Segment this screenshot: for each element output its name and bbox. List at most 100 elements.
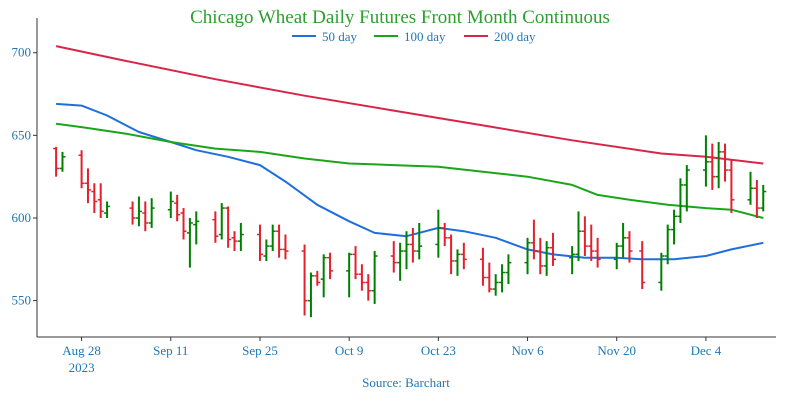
ohlc-bar [550,232,557,266]
ohlc-bar [435,209,442,258]
legend-label-50-day: 50 day [322,29,358,44]
ohlc-bar [639,241,646,290]
ohlc-bar [677,178,684,223]
ohlc-bar [78,150,85,189]
x-tick-label-2023-09-25: Sep 25 [242,343,278,358]
ohlc-bar [142,201,149,232]
ohlc-bar [174,194,181,222]
ohlc-bar [269,224,276,252]
ohlc-bar [575,211,582,261]
ohlc-bar [620,222,627,258]
ohlc-bar [409,227,416,263]
legend-item-50-day: 50 day [292,29,358,44]
ohlc-bar [358,264,365,291]
source-note: Source: Barchart [362,375,450,390]
x-tick-label-2023-11-20: Nov 20 [597,343,636,358]
ohlc-bar [715,141,722,189]
y-tick-label-600: 600 [12,210,32,225]
ohlc-bar [530,219,537,260]
ohlc-bar [722,143,729,182]
ohlc-bar [97,183,104,218]
ohlc-bar [307,272,314,318]
legend: 50 day 100 day 200 day [292,29,536,44]
ohlc-bar [581,216,588,257]
legend-label-200-day: 200 day [494,29,536,44]
ohlc-bar [753,179,760,218]
ma-line-200-day [55,45,764,165]
x-tick-label-2023-11-06: Nov 6 [511,343,544,358]
ohlc-bar [167,191,174,218]
ohlc-bar [371,251,378,304]
ohlc-bar [416,222,423,260]
ohlc-bar [454,249,461,276]
x-tick-label-2023-10-09: Oct 9 [335,343,364,358]
ohlc-bar [59,151,66,172]
ohlc-bar [702,135,709,187]
ohlc-bar [588,224,595,261]
ohlc-bar [492,274,499,296]
ohlc-bar [352,246,359,280]
ohlc-bar [403,231,410,270]
ohlc-bar [683,165,690,212]
ohlc-bar [193,211,200,245]
x-tick-sublabel-2023-08-28: 2023 [69,360,95,375]
ohlc-bar [84,168,91,204]
ohlc-bar [301,244,308,316]
ohlc-bar [186,217,193,268]
ma-line-100-day [55,122,764,219]
ohlc-bar [256,224,263,261]
ohlc-bar [282,234,289,260]
ohlc-bar [91,183,98,214]
ohlc-bar [613,242,620,270]
x-axis: Aug 28 2023 Sep 11 Sep 25 Oct 9 Oct 23 Nov 6 No… [37,336,776,375]
ohlc-bar [135,196,142,227]
y-tick-label-700: 700 [12,45,32,60]
ohlc-bar [129,201,136,225]
x-tick-label-2023-10-23: Oct 23 [421,343,456,358]
ohlc-bar [390,241,397,273]
ohlc-bar [397,242,404,281]
ohlc-bars [53,135,767,318]
chart-title: Chicago Wheat Daily Futures Front Month … [190,7,610,28]
ohlc-bar [499,264,506,293]
y-axis: 550 600 650 700 [12,18,38,337]
legend-item-200-day: 200 day [464,29,536,44]
ohlc-bar [728,160,735,214]
ohlc-bar [320,254,327,298]
ohlc-bar [365,274,372,301]
ohlc-bar [479,247,486,286]
ohlc-bar [709,143,716,190]
ohlc-bar [747,171,754,205]
ohlc-bar [225,206,232,248]
ohlc-bar [218,203,225,240]
ma-line-50-day [56,102,764,261]
ohlc-bar [327,252,334,280]
ohlc-bar [594,237,601,268]
ohlc-bar [346,252,353,298]
ohlc-bar [486,262,493,293]
x-tick-label-2023-08-28: Aug 28 [62,343,101,358]
y-tick-label-650: 650 [12,127,32,142]
x-tick-label-2023-09-11: Sep 11 [153,343,188,358]
ohlc-bar [148,198,155,228]
ohlc-bar [212,211,219,243]
legend-label-100-day: 100 day [404,29,446,44]
ohlc-bar [543,241,550,276]
ohlc-bar [53,146,60,177]
ohlc-bar [524,237,531,275]
moving-average-lines [55,45,764,261]
ohlc-bar [441,222,448,247]
ohlc-bar [448,234,455,275]
y-tick-label-550: 550 [12,293,32,308]
ohlc-bar [104,201,111,218]
legend-item-100-day: 100 day [374,29,446,44]
ohlc-bar [276,224,283,258]
ohlc-bar [180,208,187,240]
ohlc-bar [626,231,633,263]
ohlc-bar [671,209,678,245]
ohlc-bar [505,254,512,285]
ohlc-bar [569,246,576,275]
x-tick-label-2023-12-04: Dec 4 [691,343,722,358]
ohlc-bar [664,224,671,265]
